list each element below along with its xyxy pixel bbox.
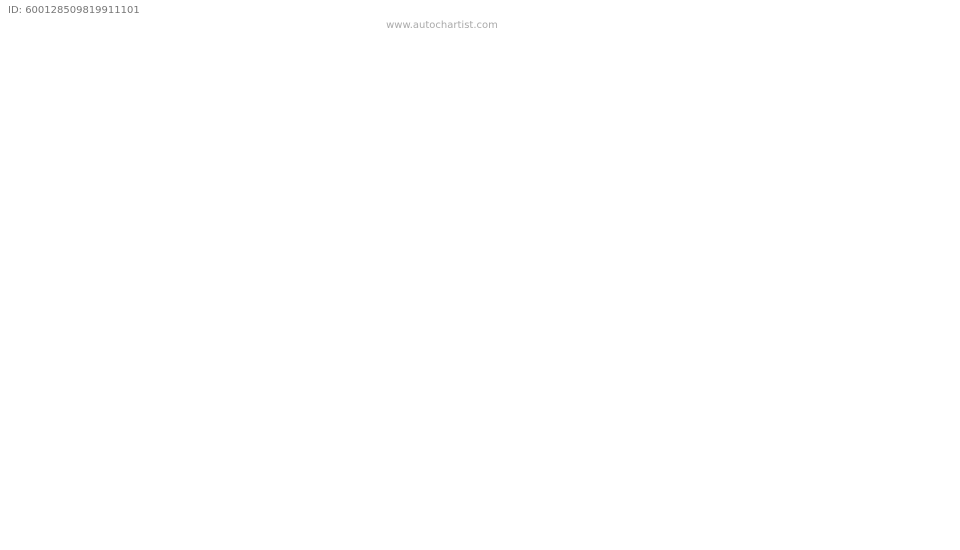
chart-id: ID: 600128509819911101 (8, 5, 140, 16)
watermark: www.autochartist.com (386, 20, 498, 31)
